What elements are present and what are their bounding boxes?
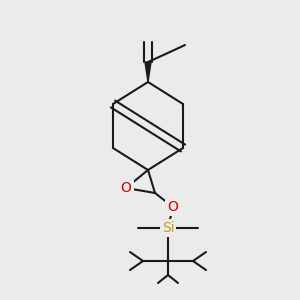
- Polygon shape: [145, 62, 151, 82]
- Text: Si: Si: [162, 221, 174, 235]
- Text: O: O: [168, 200, 178, 214]
- Text: O: O: [121, 181, 131, 195]
